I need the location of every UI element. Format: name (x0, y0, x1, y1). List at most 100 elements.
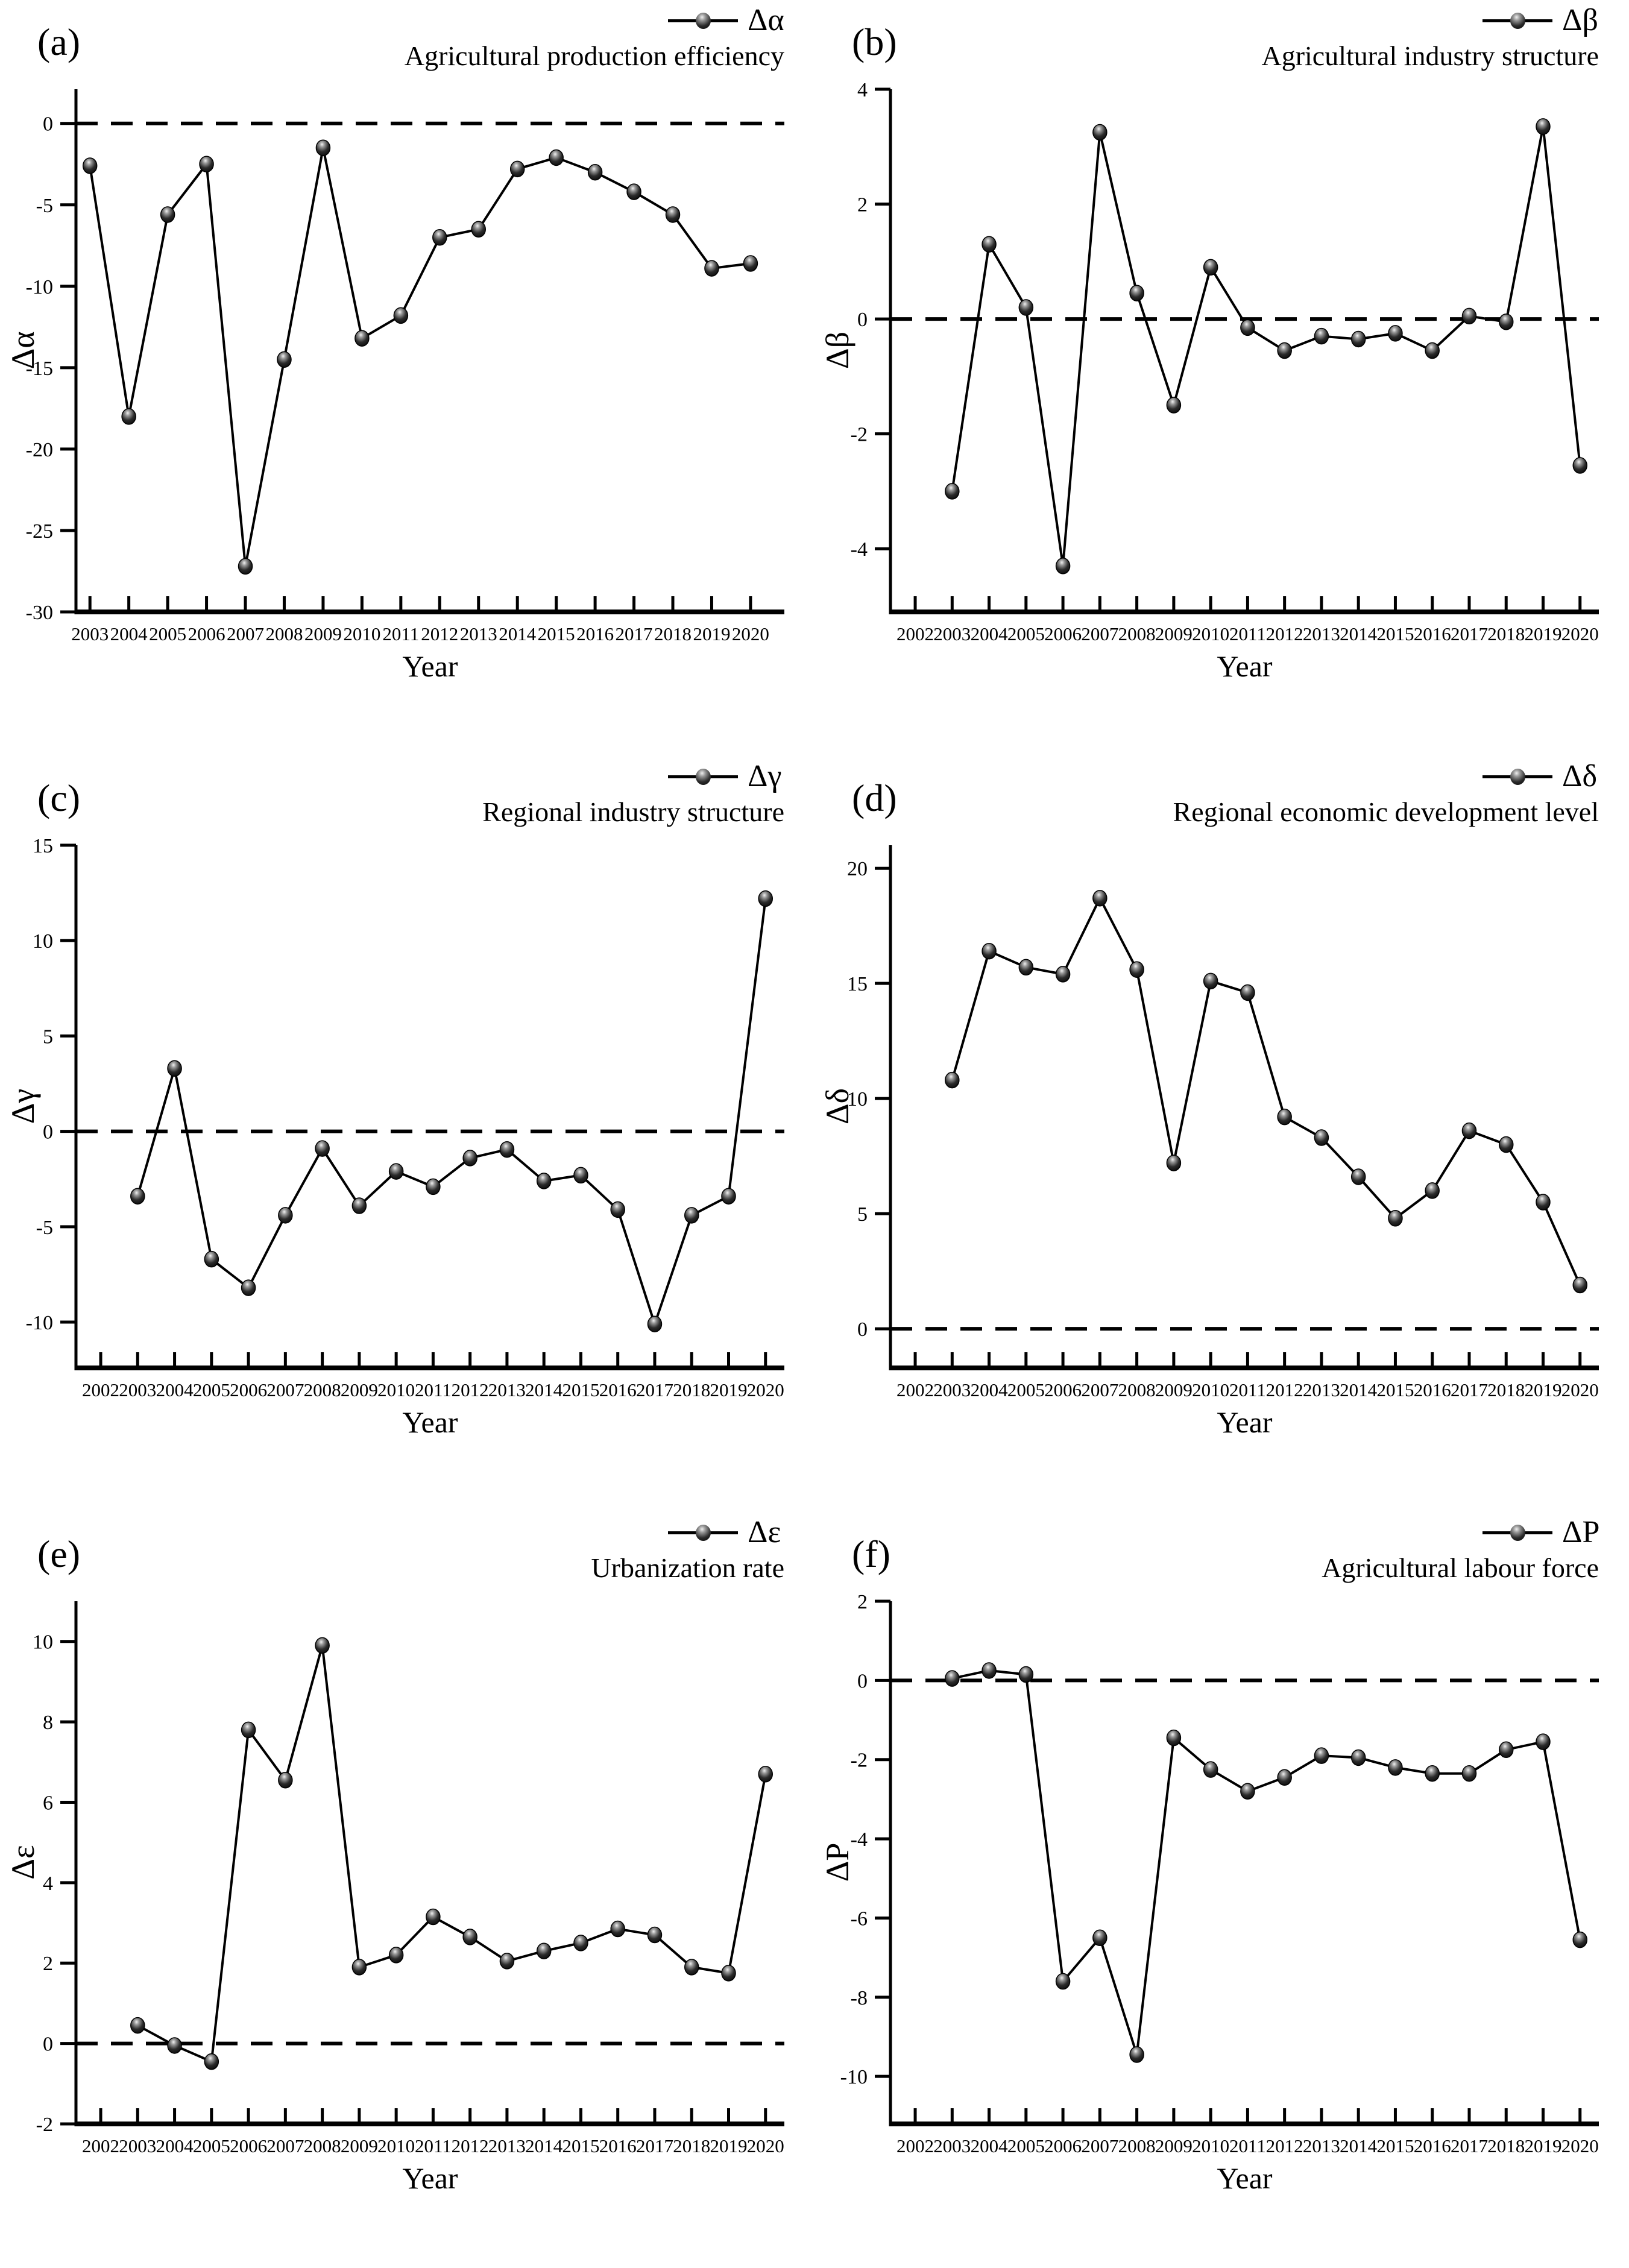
svg-text:2015: 2015 (1376, 2135, 1414, 2156)
y-axis-label-f: ΔP (819, 1842, 855, 1882)
svg-text:2011: 2011 (1229, 623, 1266, 644)
x-axis-label-a: Year (402, 649, 458, 683)
svg-text:2007: 2007 (266, 2135, 304, 2156)
svg-text:2010: 2010 (343, 623, 380, 644)
legend-label-e: Δε (748, 1515, 781, 1549)
svg-text:-2: -2 (851, 424, 868, 446)
svg-text:0: 0 (857, 1318, 868, 1341)
svg-text:2014: 2014 (525, 1379, 563, 1400)
svg-text:0: 0 (43, 113, 53, 136)
panel-e: 10 8 6 4 2 0 -2 2002 2003 2004 2005 2006 2007 2008 200… (0, 1512, 814, 2268)
svg-text:2016: 2016 (599, 2135, 637, 2156)
svg-text:2013: 2013 (460, 623, 497, 644)
svg-text:2014: 2014 (499, 623, 537, 644)
panel-label-b: (b) (852, 20, 897, 63)
svg-text:10: 10 (33, 930, 53, 953)
panel-label-c: (c) (37, 776, 81, 819)
y-axis-label-c: Δγ (5, 1088, 41, 1124)
svg-text:2007: 2007 (227, 623, 264, 644)
svg-text:2018: 2018 (673, 2135, 710, 2156)
svg-text:2018: 2018 (1487, 1379, 1525, 1400)
y-axis-label-b: Δβ (819, 331, 855, 370)
svg-text:2006: 2006 (230, 2135, 267, 2156)
svg-text:2011: 2011 (415, 2135, 452, 2156)
svg-text:2004: 2004 (971, 623, 1009, 644)
svg-text:2007: 2007 (266, 1379, 304, 1400)
x-axis-label-e: Year (402, 2161, 458, 2195)
svg-text:4: 4 (857, 79, 868, 101)
svg-text:2009: 2009 (1155, 623, 1193, 644)
svg-text:5: 5 (857, 1203, 868, 1226)
legend-ball-icon (695, 768, 711, 785)
svg-text:2007: 2007 (1081, 2135, 1118, 2156)
panel-b: 4 2 0 -2 -4 2002 2003 2004 2005 2006 2007 2008 2009 2… (814, 0, 1629, 756)
svg-text:2017: 2017 (616, 623, 653, 644)
svg-text:2009: 2009 (1155, 2135, 1193, 2156)
svg-text:2013: 2013 (1303, 2135, 1340, 2156)
svg-text:2008: 2008 (1118, 1379, 1156, 1400)
panel-title-d: Regional economic development level (1173, 796, 1599, 827)
legend-line-marker-icon (668, 12, 738, 29)
panel-title-b: Agricultural industry structure (1261, 40, 1599, 71)
svg-text:15: 15 (33, 835, 53, 857)
svg-text:-8: -8 (851, 1987, 868, 2009)
legend-label-b: Δβ (1562, 3, 1598, 37)
svg-text:2020: 2020 (732, 623, 769, 644)
svg-text:2006: 2006 (1044, 1379, 1082, 1400)
svg-text:2010: 2010 (1192, 2135, 1229, 2156)
svg-text:2014: 2014 (1340, 2135, 1378, 2156)
svg-text:2018: 2018 (1487, 623, 1525, 644)
panel-d: 20 15 10 5 0 2002 2003 2004 2005 2006 2007 2008 2009… (814, 756, 1629, 1512)
panel-c: 15 10 5 0 -5 -10 2002 2003 2004 2005 2006 2007 2008 2… (0, 756, 814, 1512)
svg-text:15: 15 (847, 973, 868, 995)
svg-text:2011: 2011 (382, 623, 419, 644)
svg-text:2009: 2009 (1155, 1379, 1193, 1400)
svg-text:2016: 2016 (1414, 623, 1451, 644)
svg-text:2006: 2006 (1044, 623, 1082, 644)
svg-text:0: 0 (857, 1670, 868, 1692)
svg-text:-5: -5 (36, 1217, 53, 1239)
legend-line-marker-icon (1482, 12, 1552, 29)
panel-title-c: Regional industry structure (482, 796, 784, 827)
svg-text:-10: -10 (26, 276, 53, 298)
svg-text:2012: 2012 (1266, 1379, 1303, 1400)
chart-canvas-e: 10 8 6 4 2 0 -2 2002 2003 2004 2005 2006 2007 2008 200… (33, 1601, 784, 2156)
svg-text:2005: 2005 (1007, 2135, 1045, 2156)
svg-text:2015: 2015 (1376, 623, 1414, 644)
svg-text:10: 10 (847, 1088, 868, 1110)
svg-text:2: 2 (857, 194, 868, 216)
legend-line-marker-icon (1482, 768, 1552, 785)
svg-text:-10: -10 (26, 1312, 53, 1334)
svg-text:0: 0 (857, 309, 868, 331)
svg-text:2005: 2005 (1007, 1379, 1045, 1400)
svg-text:2010: 2010 (1192, 623, 1229, 644)
legend-ball-icon (1510, 768, 1525, 785)
svg-text:2008: 2008 (304, 1379, 341, 1400)
svg-text:2003: 2003 (119, 1379, 156, 1400)
svg-text:-4: -4 (851, 538, 868, 561)
svg-text:2020: 2020 (1561, 2135, 1599, 2156)
svg-text:2003: 2003 (933, 1379, 971, 1400)
legend-f: ΔP (1482, 1517, 1599, 1548)
legend-c: Δγ (668, 761, 781, 792)
panel-label-f: (f) (852, 1532, 890, 1575)
svg-text:2006: 2006 (230, 1379, 267, 1400)
svg-text:2016: 2016 (599, 1379, 637, 1400)
svg-text:2007: 2007 (1081, 1379, 1118, 1400)
legend-label-c: Δγ (748, 759, 782, 793)
svg-text:2008: 2008 (1118, 623, 1156, 644)
svg-text:2: 2 (43, 1953, 53, 1975)
svg-text:2015: 2015 (1376, 1379, 1414, 1400)
legend-ball-icon (695, 12, 711, 29)
panel-label-d: (d) (852, 776, 897, 819)
svg-text:2017: 2017 (1451, 1379, 1488, 1400)
svg-text:2019: 2019 (1524, 1379, 1561, 1400)
svg-text:20: 20 (847, 858, 868, 880)
legend-line-marker-icon (668, 1524, 738, 1541)
legend-ball-icon (1510, 12, 1525, 29)
legend-ball-icon (1510, 1524, 1525, 1541)
svg-text:2002: 2002 (896, 623, 934, 644)
